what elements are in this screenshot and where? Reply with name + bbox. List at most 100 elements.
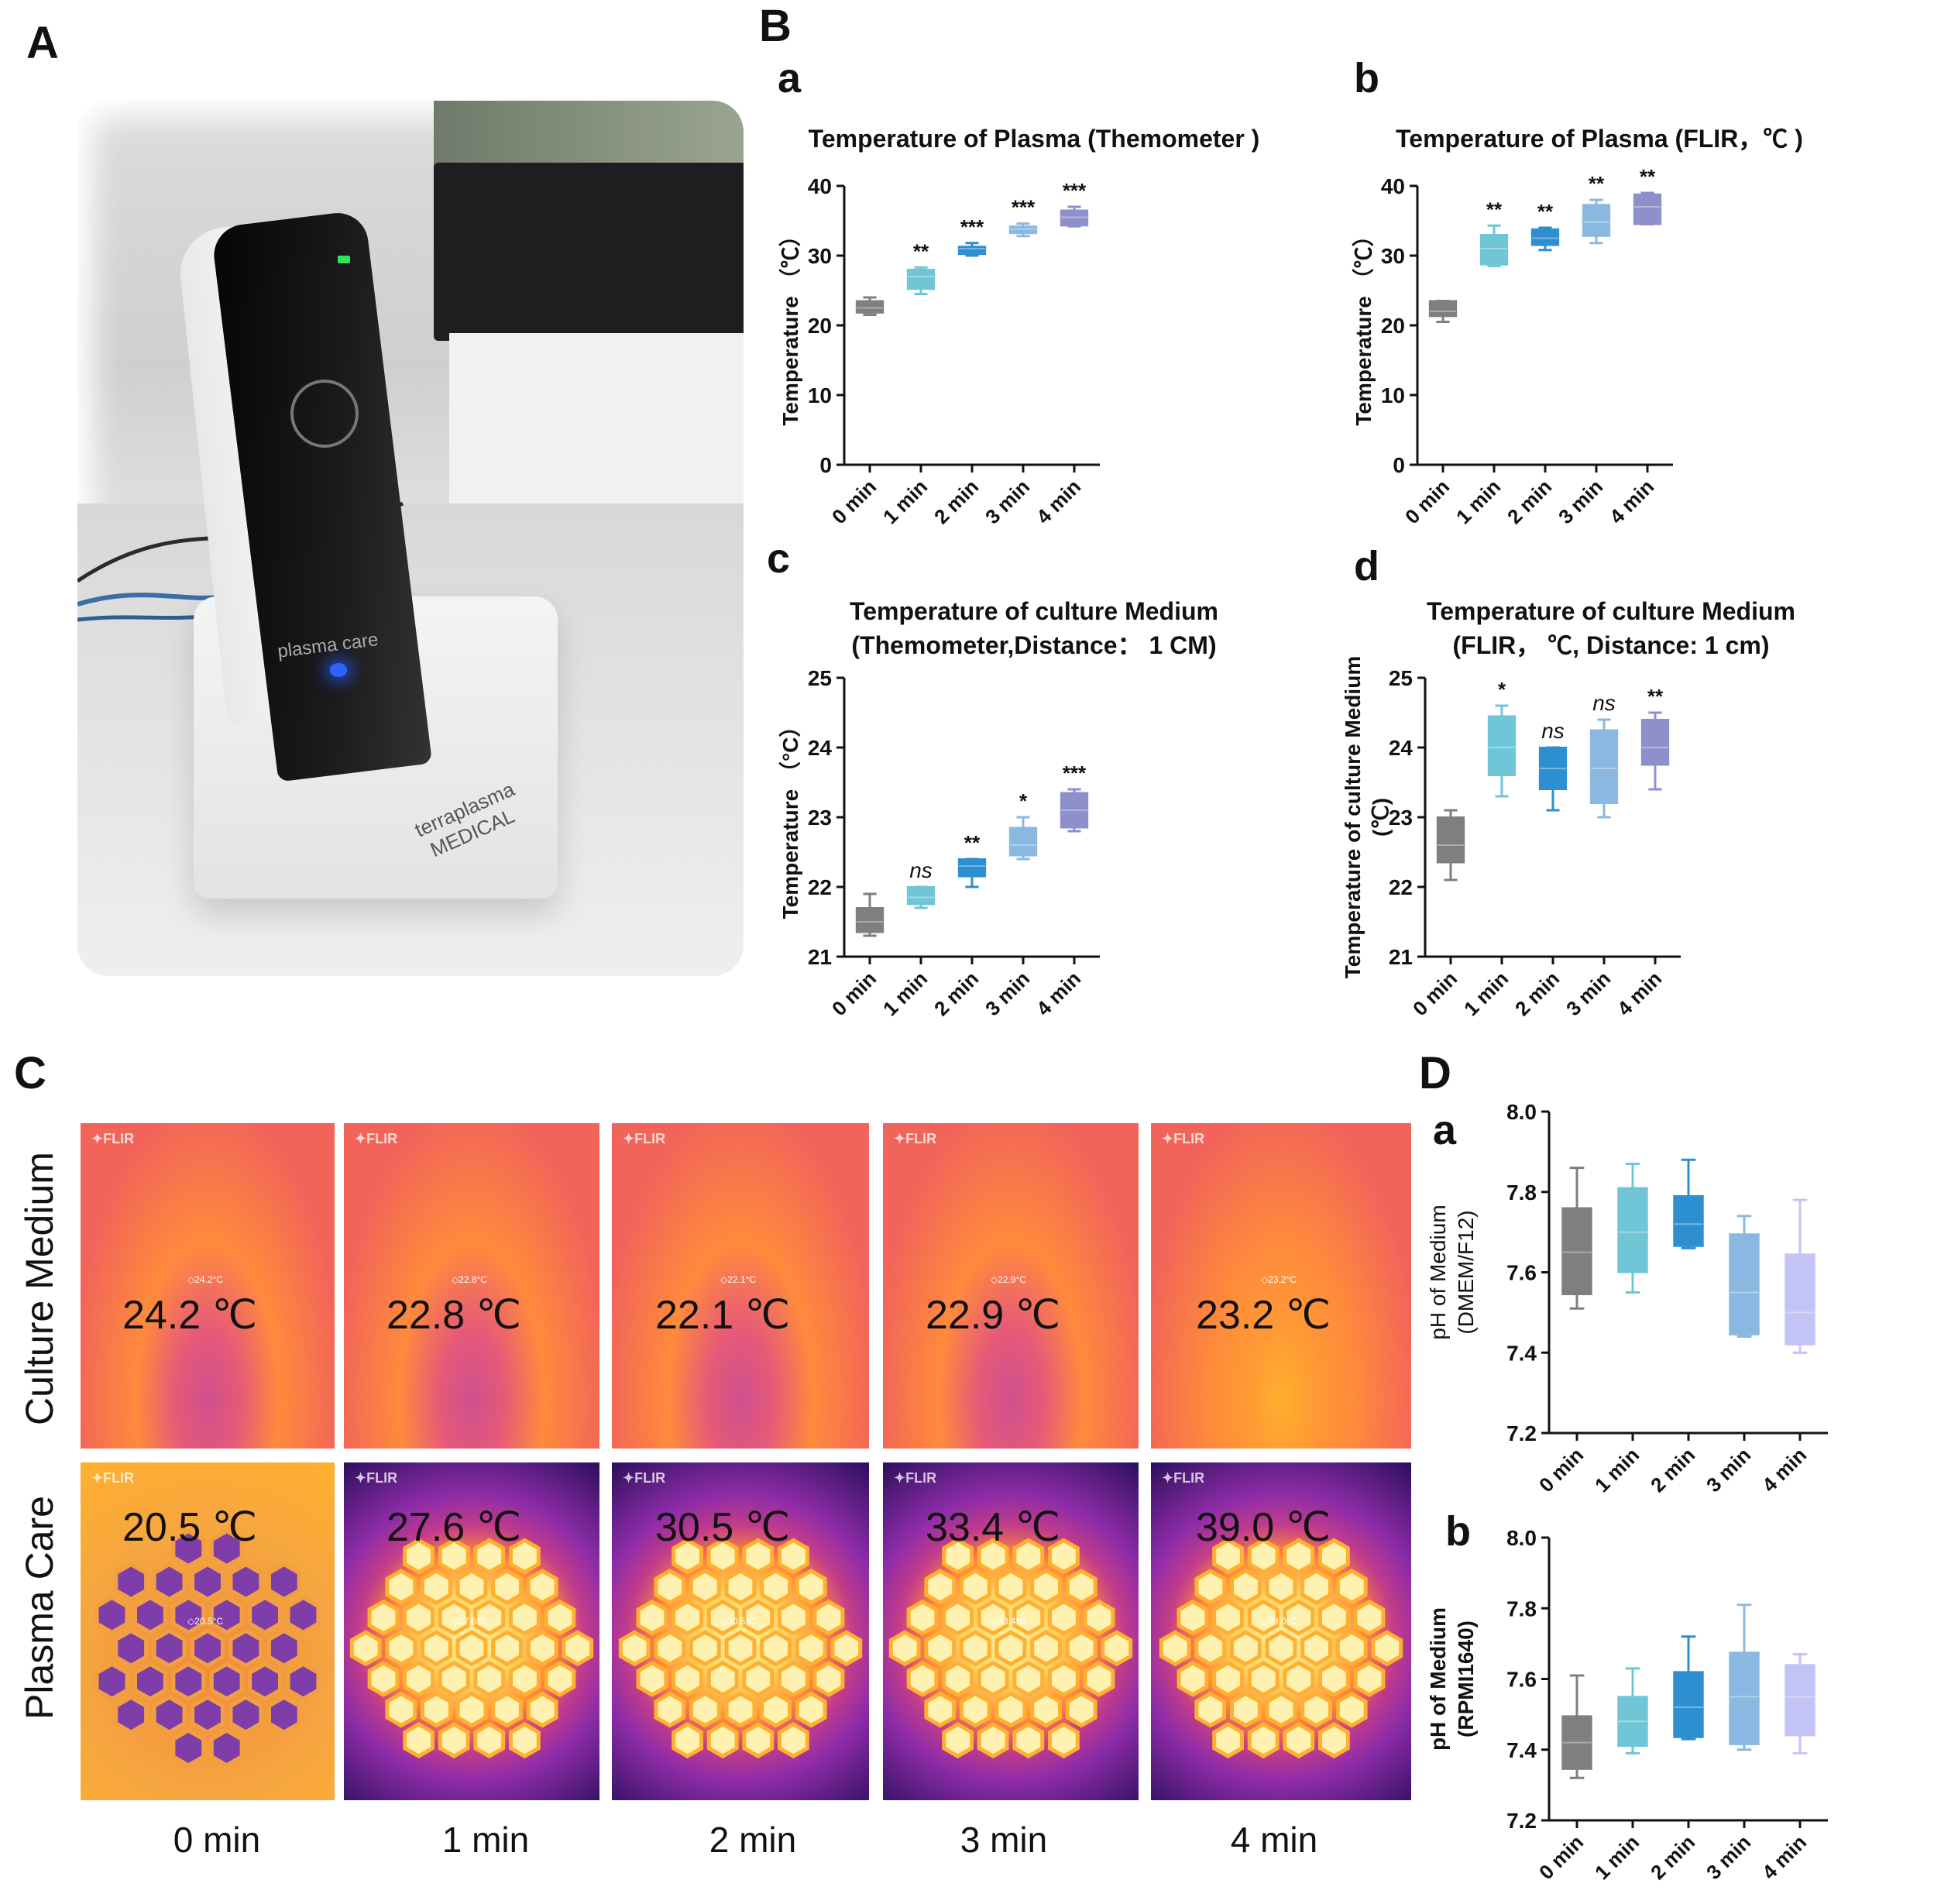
electrode-cell (544, 1660, 576, 1697)
x-tick-label: 4 min (1613, 967, 1666, 1020)
electrode-cell (830, 1630, 863, 1667)
plasma-care-thermal-2: ✦FLIR ◇30.5°C 30.5 ℃ (612, 1462, 869, 1800)
electrode-cell (994, 1630, 1027, 1667)
electrode-cell (1283, 1722, 1315, 1759)
device-photo: terraplasma MEDICAL plasma care (77, 101, 744, 976)
significance-mark: * (1498, 678, 1506, 701)
x-tick-label: 1 min (1451, 475, 1505, 528)
electrode-cell (1247, 1722, 1280, 1759)
electrode-cell (209, 1662, 244, 1701)
box-1 (1479, 234, 1509, 266)
x-tick-label: 3 min (1702, 1830, 1755, 1884)
x-tick-label: 0 min (827, 967, 881, 1020)
time-label-0: 0 min (173, 1820, 261, 1860)
y-tick-label: 10 (1381, 383, 1405, 407)
box-0 (1428, 300, 1458, 318)
electrode-cell (706, 1660, 739, 1697)
electrode-cell (191, 1562, 225, 1602)
electrode-cell (760, 1630, 792, 1667)
y-axis-label: Temperature （°C） (778, 716, 802, 919)
panel-label-C: C (14, 1048, 46, 1098)
electrode-cell (385, 1630, 417, 1667)
plasma-care-thermal-1: ✦FLIR ◇27.6°C 27.6 ℃ (344, 1462, 599, 1800)
box-2 (957, 246, 987, 256)
chart-title: Temperature of culture Medium (1427, 597, 1795, 625)
y-tick-label: 0 (819, 453, 832, 477)
x-tick-label: 0 min (1400, 475, 1454, 528)
electrode-honeycomb (888, 1538, 1133, 1759)
significance-mark: ** (913, 239, 929, 263)
culture-medium-thermal-0: ✦FLIR ◇24.2°C 24.2 ℃ (81, 1123, 335, 1449)
box-1 (906, 886, 936, 906)
significance-mark: ** (964, 831, 981, 854)
electrode-cell (1065, 1630, 1098, 1667)
electrode-cell (455, 1691, 488, 1728)
x-tick-label: 2 min (929, 967, 983, 1020)
box-3 (1589, 729, 1619, 804)
flir-logo: ✦FLIR (91, 1131, 135, 1146)
electrode-cell (1212, 1599, 1244, 1636)
electrode-cell (1177, 1599, 1209, 1636)
x-tick-label: 0 min (1534, 1443, 1588, 1497)
electrode-cell (1083, 1660, 1115, 1697)
electrode-cell (266, 1628, 301, 1669)
electrode-cell (977, 1722, 1009, 1759)
spot-readout: ◇22.9°C (991, 1274, 1027, 1285)
electrode-cell (742, 1599, 775, 1636)
electrode-cell (228, 1628, 263, 1669)
power-icon (290, 380, 359, 448)
box-4 (1060, 209, 1089, 227)
panel-label-Bd: d (1354, 543, 1379, 589)
x-tick-label: 4 min (1605, 475, 1658, 528)
electrode-cell (742, 1538, 775, 1575)
electrode-cell (114, 1695, 149, 1734)
electrode-cell (228, 1695, 263, 1734)
time-label-2: 2 min (709, 1820, 797, 1860)
y-tick-label: 7.8 (1506, 1181, 1537, 1205)
electrode-cell (526, 1569, 558, 1606)
electrode-cell (994, 1691, 1027, 1728)
significance-mark: *** (960, 215, 984, 239)
panel-label-B: B (759, 1, 792, 51)
flir-logo: ✦FLIR (1162, 1131, 1205, 1146)
chart-temp-medium-thermometer: Temperature of culture Medium (Themometer… (778, 597, 1218, 1020)
y-tick-label: 23 (1389, 806, 1413, 830)
spot-readout: ◇30.5°C (720, 1616, 757, 1627)
box-2 (1673, 1194, 1704, 1247)
box-4 (1060, 792, 1089, 829)
electrode-cell (1065, 1691, 1098, 1728)
electrode-cell (152, 1562, 187, 1602)
electrode-cell (906, 1660, 939, 1697)
y-axis-label: pH of Medium (1426, 1205, 1450, 1339)
electrode-honeycomb (349, 1538, 594, 1759)
x-tick-label: 0 min (1534, 1830, 1588, 1884)
electrode-cell (1230, 1569, 1262, 1606)
electrode-cell (473, 1722, 506, 1759)
electrode-cell (742, 1660, 775, 1697)
electrode-cell (1101, 1630, 1133, 1667)
electrode-cell (960, 1569, 991, 1606)
electrode-cell (977, 1599, 1009, 1636)
electrode-cell (509, 1722, 541, 1759)
x-tick-label: 2 min (1646, 1830, 1699, 1884)
electrode-cell (349, 1630, 382, 1667)
electrode-cell (94, 1662, 129, 1701)
y-tick-label: 30 (808, 244, 832, 268)
electrode-cell (906, 1599, 939, 1636)
box-4 (1785, 1664, 1815, 1737)
chart-title: Temperature of culture Medium (850, 597, 1218, 625)
electrode-cell (1353, 1660, 1386, 1697)
significance-mark: ns (1541, 719, 1565, 743)
electrode-cell (1012, 1599, 1045, 1636)
x-tick-label: 3 min (1702, 1443, 1755, 1497)
electrode-cell (672, 1599, 703, 1636)
electrode-cell (778, 1660, 809, 1697)
chart-title: Temperature of Plasma (FLIR，℃ ) (1396, 125, 1803, 153)
electrode-cell (1012, 1660, 1045, 1697)
electrode-cell (672, 1538, 703, 1575)
y-axis-label: (℃) (1369, 798, 1393, 837)
electrode-cell (1048, 1538, 1080, 1575)
electrode-cell (209, 1595, 244, 1635)
significance-mark: ns (1592, 691, 1616, 715)
charging-led-icon (330, 663, 347, 677)
